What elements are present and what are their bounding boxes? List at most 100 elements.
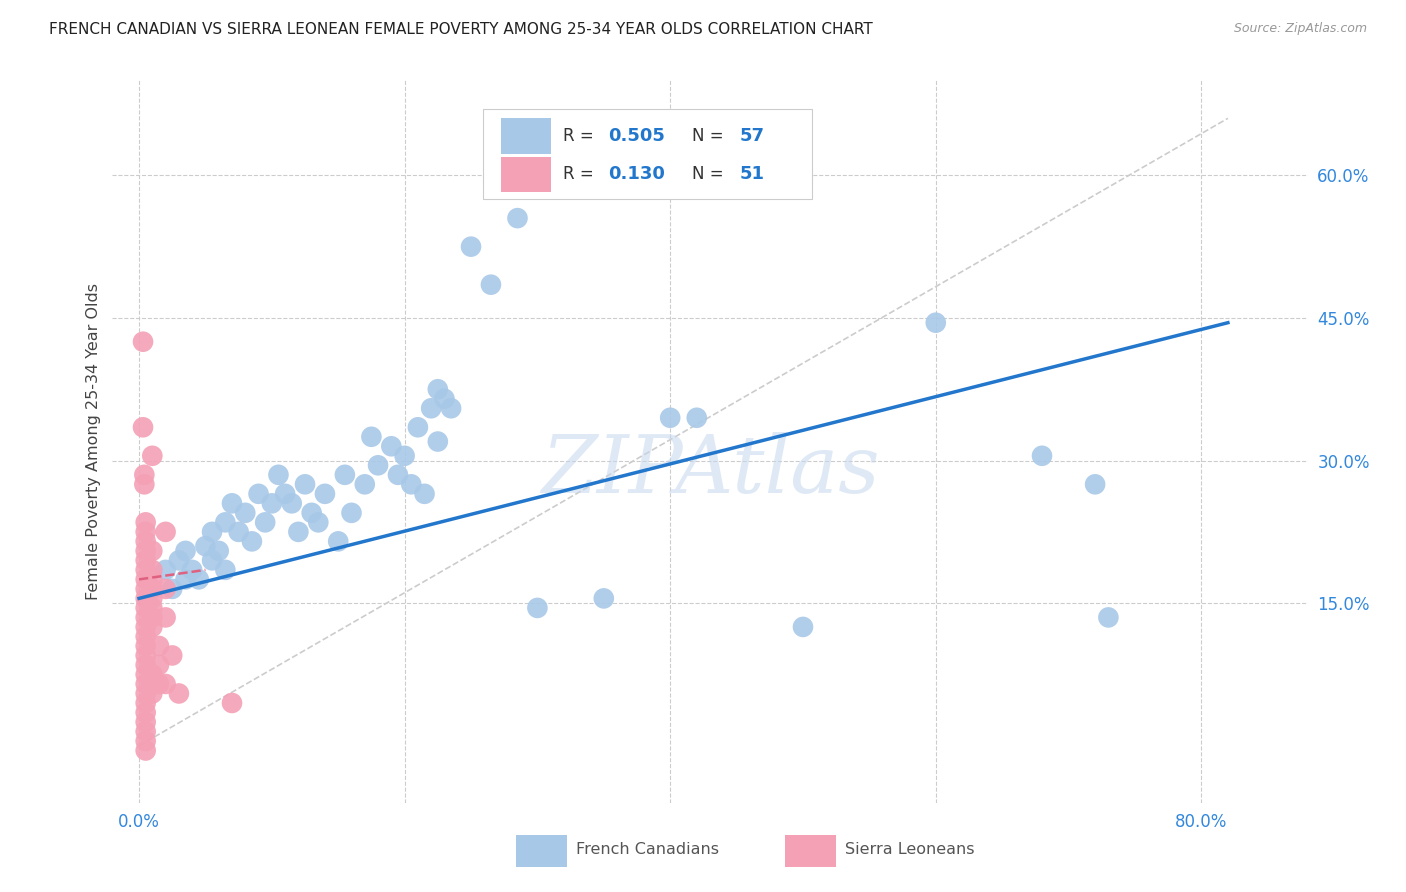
Point [233,506,256,520]
Point [135,639,157,653]
Point [135,516,157,530]
Point [135,667,157,681]
Point [181,563,204,577]
Point [460,240,482,254]
Point [367,458,389,473]
Text: R =: R = [562,127,599,145]
Point [134,467,156,482]
Point [401,477,423,491]
Point [162,648,183,663]
Point [659,410,682,425]
Point [194,539,217,553]
FancyBboxPatch shape [786,835,835,867]
Point [406,420,429,434]
Point [792,620,814,634]
Point [267,467,290,482]
Text: R =: R = [562,165,599,183]
Point [155,677,177,691]
Point [221,496,243,510]
Text: 51: 51 [740,165,765,183]
Point [433,392,456,406]
Point [328,534,350,549]
FancyBboxPatch shape [501,119,551,153]
Point [132,420,155,434]
Point [155,524,177,539]
Point [221,696,243,710]
Point [214,516,236,530]
Point [208,544,231,558]
Point [174,544,197,558]
Point [135,724,157,739]
Point [141,620,163,634]
Point [135,553,157,567]
Point [240,534,263,549]
Point [426,434,449,449]
Point [135,657,157,672]
Point [420,401,443,416]
Point [201,524,224,539]
Point [162,582,183,596]
Text: French Canadians: French Canadians [576,842,720,857]
Point [148,639,170,653]
Point [413,487,436,501]
Point [260,496,283,510]
Point [135,591,157,606]
Text: FRENCH CANADIAN VS SIERRA LEONEAN FEMALE POVERTY AMONG 25-34 YEAR OLDS CORRELATI: FRENCH CANADIAN VS SIERRA LEONEAN FEMALE… [49,22,873,37]
Point [135,696,157,710]
Point [141,563,163,577]
Point [141,686,163,700]
Point [380,439,402,453]
Point [301,506,323,520]
Point [214,563,236,577]
Text: N =: N = [692,127,728,145]
Point [135,620,157,634]
Point [135,573,157,587]
Point [440,401,463,416]
Text: N =: N = [692,165,728,183]
Point [281,496,304,510]
Point [167,686,190,700]
Point [506,211,529,226]
Point [134,477,156,491]
Point [141,544,163,558]
Point [135,601,157,615]
Point [141,591,163,606]
FancyBboxPatch shape [501,156,551,192]
Point [201,553,224,567]
Point [1084,477,1107,491]
Point [141,601,163,615]
Point [387,467,409,482]
Point [135,734,157,748]
Point [155,563,177,577]
Point [294,477,316,491]
FancyBboxPatch shape [516,835,567,867]
Point [135,544,157,558]
Point [353,477,375,491]
Point [135,524,157,539]
Point [1031,449,1053,463]
Point [247,487,270,501]
Point [592,591,614,606]
Text: 0.130: 0.130 [609,165,665,183]
Text: 57: 57 [740,127,765,145]
Point [135,534,157,549]
Text: Source: ZipAtlas.com: Source: ZipAtlas.com [1233,22,1367,36]
FancyBboxPatch shape [484,109,811,200]
Text: 0.505: 0.505 [609,127,665,145]
Point [135,648,157,663]
Point [148,677,170,691]
Point [340,506,363,520]
Text: ZIPAtlas: ZIPAtlas [541,432,879,509]
Point [141,677,163,691]
Point [394,449,416,463]
Point [141,667,163,681]
Point [314,487,336,501]
Point [135,629,157,643]
Point [135,582,157,596]
Point [132,334,155,349]
Point [686,410,709,425]
Point [167,553,190,567]
Point [254,516,277,530]
Point [135,714,157,729]
Text: Sierra Leoneans: Sierra Leoneans [845,842,974,857]
